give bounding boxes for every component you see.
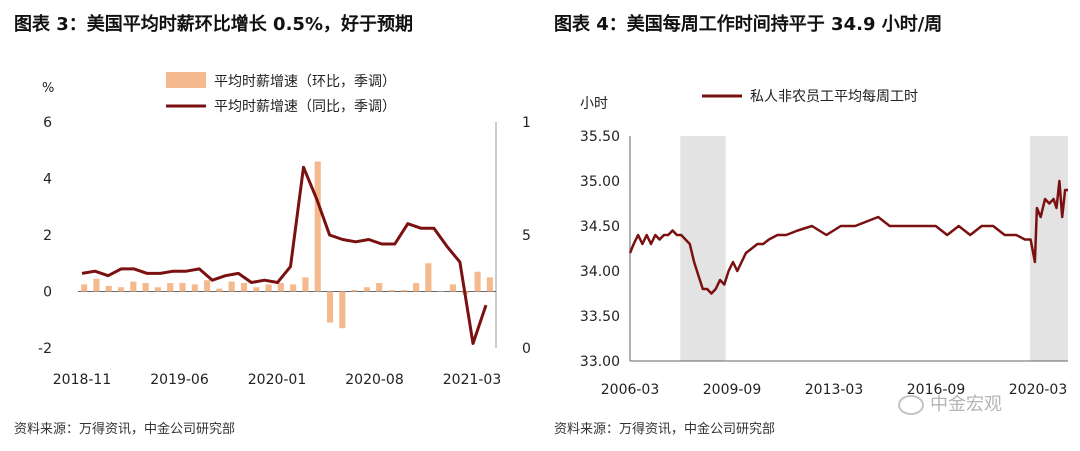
y-axis-tick-label: 34.50 [580, 219, 620, 235]
x-axis-tick-label: 2016-09 [907, 382, 966, 398]
weekly-hours-chart: 私人非农员工平均每周工时 小时 33.00 33.50 34.00 34.50 35.00 3… [580, 89, 1068, 398]
y-axis-tick-label: 33.50 [580, 309, 620, 325]
bar [216, 288, 223, 292]
bar [117, 287, 125, 292]
chart-title: 图表 3：美国平均时薪环比增长 0.5%，好于预期 [14, 14, 413, 35]
bar [130, 281, 137, 292]
legend-bar-label: 平均时薪增速（环比，季调） [214, 74, 396, 90]
x-axis-tick-label: 2020-03 [1009, 382, 1068, 398]
x-axis-tick-label: 2018-11 [53, 372, 112, 388]
bar [449, 284, 457, 292]
recession-shade [680, 136, 726, 361]
bar [314, 161, 321, 292]
wechat-icon [898, 395, 924, 415]
bar [253, 287, 260, 292]
bar [240, 283, 248, 292]
right-axis-tick-label: 5 [522, 228, 530, 244]
bar [265, 284, 272, 292]
x-axis-tick-label: 2006-03 [601, 382, 660, 398]
bar [413, 283, 420, 292]
series-line [628, 179, 1068, 295]
bar [376, 283, 383, 292]
bar [437, 291, 444, 292]
chart-title: 图表 4：美国每周工作时间持平于 34.9 小时/周 [554, 14, 943, 35]
bar [326, 291, 334, 323]
legend-line-label: 私人非农员工平均每周工时 [750, 89, 918, 105]
left-axis-tick-label: 4 [43, 172, 52, 188]
chart-source: 资料来源：万得资讯，中金公司研究部 [554, 422, 776, 437]
x-axis-tick-label: 2009-09 [703, 382, 762, 398]
bar [228, 281, 235, 292]
y-axis-tick-label: 35.00 [580, 174, 620, 190]
watermark-text: 中金宏观 [930, 394, 1002, 415]
x-axis-tick-label: 2020-01 [248, 372, 307, 388]
y-axis-tick-label: 34.00 [580, 264, 620, 280]
right-axis-tick-label: 10 [522, 115, 530, 131]
bar [154, 287, 161, 292]
x-axis-tick-label: 2019-06 [150, 372, 209, 388]
bar [167, 283, 174, 292]
bar [425, 263, 432, 292]
left-axis-tick-label: 6 [43, 115, 52, 131]
right-axis-tick-label: 0 [522, 341, 530, 357]
bar [400, 290, 407, 292]
x-axis-tick-label: 2020-08 [345, 372, 404, 388]
bar [290, 284, 297, 292]
bar [142, 283, 149, 292]
bar [93, 278, 100, 292]
legend-line-label: 平均时薪增速（同比，季调） [214, 99, 396, 115]
bar [277, 283, 284, 292]
series-line [81, 165, 488, 345]
bar [339, 291, 346, 329]
bar [388, 290, 395, 292]
watermark: 中金宏观 [898, 390, 1002, 416]
bar [81, 284, 88, 292]
bar [302, 277, 309, 292]
bar [191, 284, 198, 292]
x-axis-tick-label: 2021-03 [443, 372, 502, 388]
bar [474, 271, 481, 292]
bar [179, 283, 186, 292]
hourly-earnings-chart: 平均时薪增速（环比，季调） 平均时薪增速（同比，季调）% -2 0 2 4 6 0 5 10 201… [38, 72, 530, 388]
bar [351, 290, 358, 292]
y-axis-tick-label: 35.50 [580, 129, 620, 145]
left-axis-tick-label: 0 [43, 285, 52, 301]
chart-panel-hourly-earnings: 图表 3：美国平均时薪环比增长 0.5%，好于预期 平均时薪增速（环比，季调）平… [0, 0, 530, 451]
left-axis-tick-label: 2 [43, 228, 52, 244]
bar [204, 280, 211, 292]
bar [363, 287, 370, 292]
y-axis-label: 小时 [580, 96, 608, 112]
left-axis-tick-label: -2 [38, 341, 52, 357]
x-axis-tick-label: 2013-03 [805, 382, 864, 398]
chart-source: 资料来源：万得资讯，中金公司研究部 [14, 422, 236, 437]
y-axis-tick-label: 33.00 [580, 354, 620, 370]
legend-bar-swatch [166, 72, 206, 88]
chart-panel-weekly-hours: 图表 4：美国每周工作时间持平于 34.9 小时/周 私人非农员工平均每周工时 小… [540, 0, 1070, 451]
bar [105, 285, 112, 292]
left-axis-unit: % [42, 81, 54, 96]
bar [486, 277, 493, 292]
